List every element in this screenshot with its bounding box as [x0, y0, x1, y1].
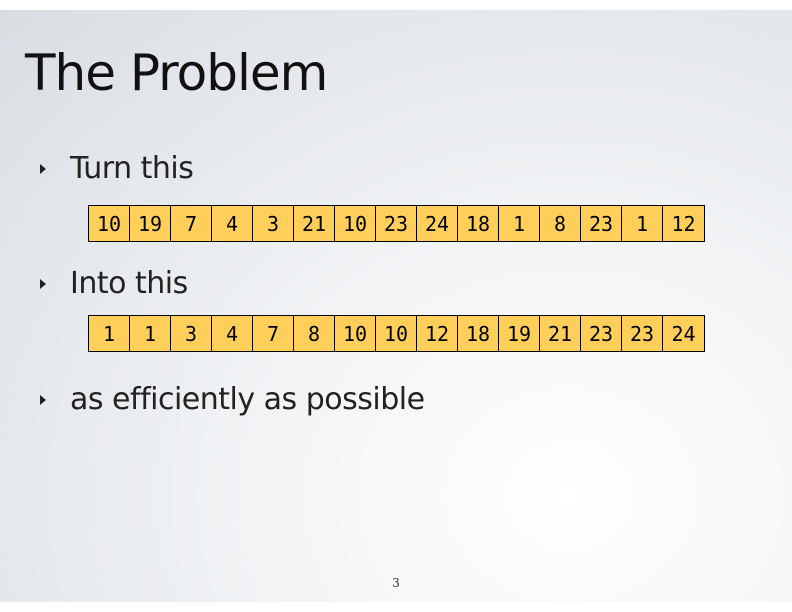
array-cell: 4 — [212, 316, 253, 351]
array-cell: 1 — [130, 316, 171, 351]
array-cell: 10 — [376, 316, 417, 351]
bullet-triangle-icon — [40, 279, 46, 289]
array-cell: 12 — [417, 316, 458, 351]
array-cell: 23 — [622, 316, 663, 351]
slide: The Problem Turn this 10 19 7 4 3 21 10 23 24 18 1… — [0, 10, 792, 602]
array-cell: 7 — [171, 206, 212, 241]
array-cell: 18 — [458, 206, 499, 241]
array-cell: 19 — [130, 206, 171, 241]
array-cell: 23 — [581, 316, 622, 351]
bullet-turn-this: Turn this — [40, 151, 194, 187]
array-cell: 1 — [622, 206, 663, 241]
array-cell: 12 — [671, 211, 696, 236]
slide-title: The Problem — [25, 44, 328, 102]
array-cell: 4 — [212, 206, 253, 241]
array-cell: 23 — [376, 206, 417, 241]
bullet-text: Into this — [70, 266, 188, 301]
array-cell: 8 — [540, 206, 581, 241]
array-cell: 10 — [335, 316, 376, 351]
bullet-triangle-icon — [40, 395, 46, 405]
array-cell: 1 — [499, 206, 540, 241]
page-number: 3 — [392, 576, 400, 590]
array-cell: 1 — [89, 316, 130, 351]
array-cell: 3 — [171, 316, 212, 351]
bullet-triangle-icon — [40, 164, 46, 174]
sorted-array: 1 1 3 4 7 8 10 10 12 18 19 21 23 23 24 — [88, 315, 705, 352]
array-cell: 24 — [671, 321, 696, 346]
array-cell: 21 — [294, 206, 335, 241]
array-cell: 19 — [499, 316, 540, 351]
array-cell: 10 — [335, 206, 376, 241]
bullet-into-this: Into this — [40, 266, 188, 302]
array-cell: 18 — [458, 316, 499, 351]
array-cell: 7 — [253, 316, 294, 351]
unsorted-array: 10 19 7 4 3 21 10 23 24 18 1 8 23 1 12 — [88, 205, 705, 242]
bullet-efficiency: as efficiently as possible — [40, 382, 425, 418]
array-cell: 23 — [581, 206, 622, 241]
bullet-text: as efficiently as possible — [70, 382, 425, 417]
array-cell: 8 — [294, 316, 335, 351]
array-cell: 10 — [89, 206, 130, 241]
array-cell: 3 — [253, 206, 294, 241]
bullet-text: Turn this — [70, 151, 194, 186]
array-cell: 21 — [540, 316, 581, 351]
array-cell: 24 — [417, 206, 458, 241]
